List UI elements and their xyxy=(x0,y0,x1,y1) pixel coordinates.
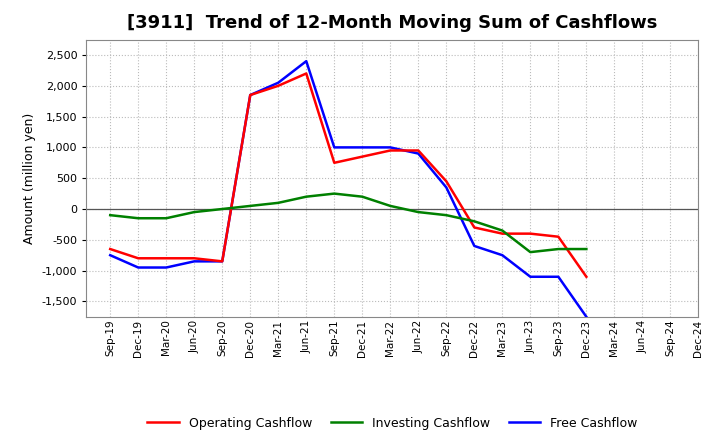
Y-axis label: Amount (million yen): Amount (million yen) xyxy=(23,113,36,244)
Operating Cashflow xyxy=(246,92,255,98)
Investing Cashflow xyxy=(218,206,227,212)
Investing Cashflow xyxy=(134,216,143,221)
Free Cashflow xyxy=(386,145,395,150)
Line: Free Cashflow: Free Cashflow xyxy=(110,61,586,317)
Operating Cashflow xyxy=(470,225,479,230)
Operating Cashflow xyxy=(442,179,451,184)
Investing Cashflow xyxy=(414,209,423,215)
Operating Cashflow xyxy=(218,259,227,264)
Investing Cashflow xyxy=(442,213,451,218)
Free Cashflow xyxy=(302,59,310,64)
Free Cashflow xyxy=(554,274,562,279)
Investing Cashflow xyxy=(386,203,395,209)
Free Cashflow xyxy=(470,243,479,249)
Free Cashflow xyxy=(190,259,199,264)
Operating Cashflow xyxy=(162,256,171,261)
Operating Cashflow xyxy=(134,256,143,261)
Operating Cashflow xyxy=(358,154,366,159)
Operating Cashflow xyxy=(190,256,199,261)
Free Cashflow xyxy=(106,253,114,258)
Line: Operating Cashflow: Operating Cashflow xyxy=(110,73,586,277)
Free Cashflow xyxy=(330,145,338,150)
Investing Cashflow xyxy=(330,191,338,196)
Free Cashflow xyxy=(358,145,366,150)
Investing Cashflow xyxy=(498,228,507,233)
Operating Cashflow xyxy=(386,148,395,153)
Free Cashflow xyxy=(274,80,282,85)
Operating Cashflow xyxy=(302,71,310,76)
Operating Cashflow xyxy=(414,148,423,153)
Title: [3911]  Trend of 12-Month Moving Sum of Cashflows: [3911] Trend of 12-Month Moving Sum of C… xyxy=(127,15,657,33)
Free Cashflow xyxy=(162,265,171,270)
Investing Cashflow xyxy=(302,194,310,199)
Operating Cashflow xyxy=(582,274,590,279)
Investing Cashflow xyxy=(106,213,114,218)
Free Cashflow xyxy=(526,274,535,279)
Free Cashflow xyxy=(582,314,590,319)
Free Cashflow xyxy=(414,151,423,156)
Free Cashflow xyxy=(134,265,143,270)
Investing Cashflow xyxy=(162,216,171,221)
Free Cashflow xyxy=(218,259,227,264)
Investing Cashflow xyxy=(190,209,199,215)
Operating Cashflow xyxy=(106,246,114,252)
Investing Cashflow xyxy=(358,194,366,199)
Free Cashflow xyxy=(442,185,451,190)
Line: Investing Cashflow: Investing Cashflow xyxy=(110,194,586,252)
Investing Cashflow xyxy=(554,246,562,252)
Free Cashflow xyxy=(498,253,507,258)
Operating Cashflow xyxy=(526,231,535,236)
Operating Cashflow xyxy=(554,234,562,239)
Investing Cashflow xyxy=(246,203,255,209)
Investing Cashflow xyxy=(526,249,535,255)
Legend: Operating Cashflow, Investing Cashflow, Free Cashflow: Operating Cashflow, Investing Cashflow, … xyxy=(143,412,642,435)
Operating Cashflow xyxy=(330,160,338,165)
Investing Cashflow xyxy=(582,246,590,252)
Free Cashflow xyxy=(246,92,255,98)
Investing Cashflow xyxy=(470,219,479,224)
Investing Cashflow xyxy=(274,200,282,205)
Operating Cashflow xyxy=(498,231,507,236)
Operating Cashflow xyxy=(274,83,282,88)
